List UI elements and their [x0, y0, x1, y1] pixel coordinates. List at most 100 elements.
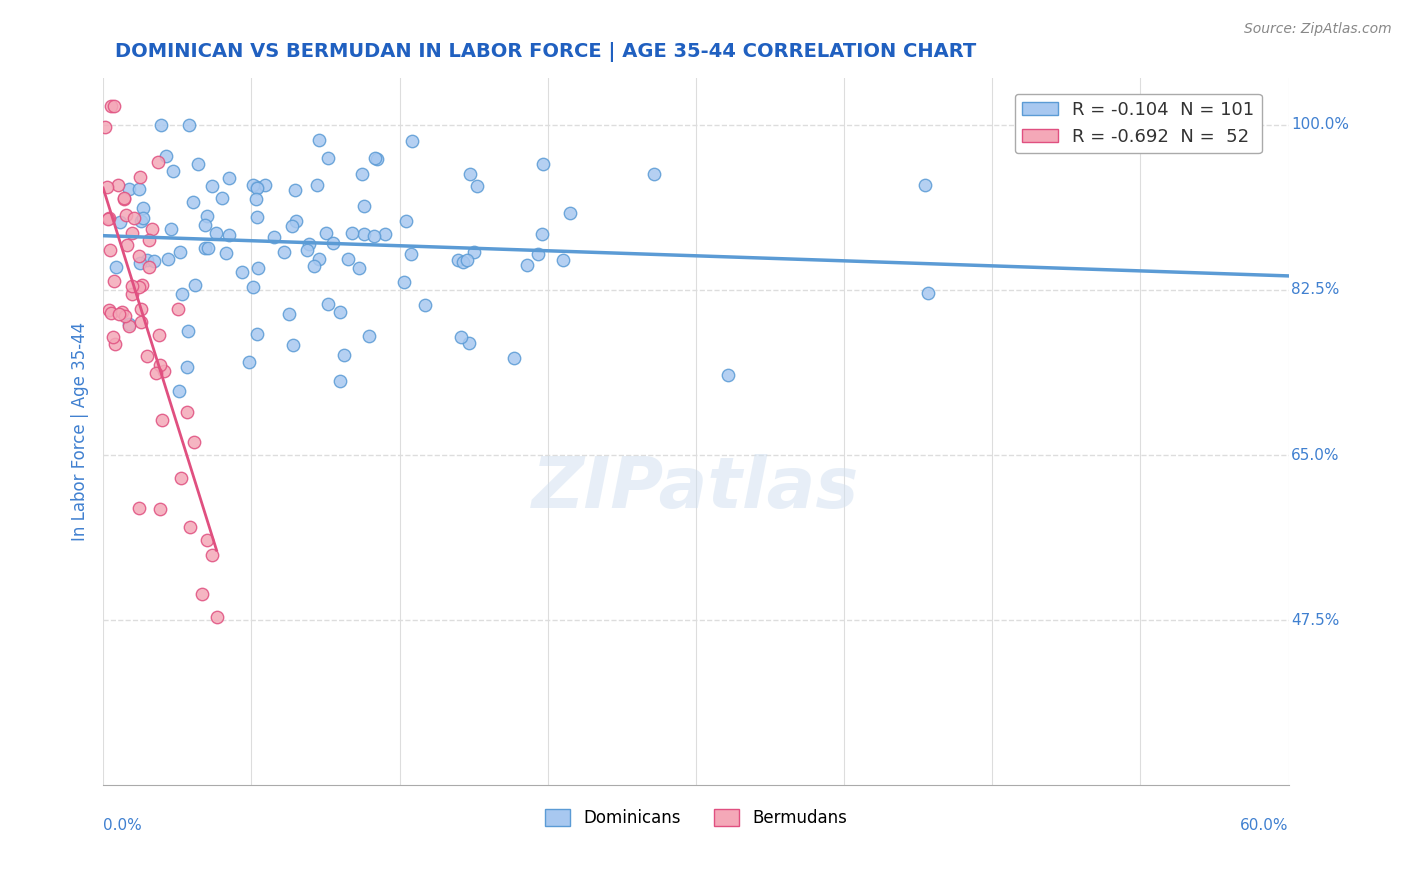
- Point: [100, 306, 122, 320]
- Point: [148, 328, 170, 343]
- Text: 0.0%: 0.0%: [103, 818, 142, 833]
- Point: [551, 252, 574, 267]
- Point: [96, 179, 118, 194]
- Point: [112, 191, 135, 205]
- Point: [463, 245, 485, 260]
- Point: [169, 244, 191, 259]
- Point: [184, 278, 207, 293]
- Point: [177, 324, 200, 338]
- Point: [205, 226, 228, 240]
- Point: [98, 244, 121, 258]
- Point: [283, 337, 305, 351]
- Point: [115, 237, 138, 252]
- Point: [172, 286, 194, 301]
- Point: [111, 304, 134, 318]
- Point: [246, 260, 269, 275]
- Point: [308, 133, 330, 147]
- Point: [112, 192, 135, 206]
- Point: [395, 213, 418, 227]
- Y-axis label: In Labor Force | Age 35-44: In Labor Force | Age 35-44: [72, 322, 89, 541]
- Point: [364, 151, 387, 165]
- Point: [263, 230, 285, 244]
- Point: [333, 348, 356, 362]
- Point: [342, 226, 364, 240]
- Point: [329, 305, 352, 319]
- Point: [103, 274, 125, 288]
- Point: [558, 206, 581, 220]
- Point: [183, 435, 205, 450]
- Point: [218, 228, 240, 243]
- Point: [110, 215, 132, 229]
- Point: [450, 330, 472, 344]
- Point: [179, 520, 201, 534]
- Point: [336, 252, 359, 266]
- Point: [316, 151, 339, 165]
- Point: [246, 180, 269, 194]
- Point: [114, 209, 136, 223]
- Point: [285, 214, 308, 228]
- Text: Source: ZipAtlas.com: Source: ZipAtlas.com: [1244, 22, 1392, 37]
- Point: [121, 286, 143, 301]
- Point: [281, 219, 304, 234]
- Point: [298, 236, 321, 251]
- Point: [117, 181, 139, 195]
- Point: [138, 260, 160, 275]
- Point: [914, 178, 936, 192]
- Point: [516, 258, 538, 272]
- Point: [108, 307, 131, 321]
- Point: [149, 501, 172, 516]
- Point: [238, 355, 260, 369]
- Point: [121, 226, 143, 240]
- Point: [246, 180, 269, 194]
- Point: [273, 245, 295, 260]
- Point: [150, 413, 173, 427]
- Point: [128, 500, 150, 515]
- Point: [502, 351, 524, 365]
- Point: [135, 253, 157, 268]
- Point: [132, 211, 155, 225]
- Point: [176, 404, 198, 418]
- Point: [128, 255, 150, 269]
- Point: [141, 222, 163, 236]
- Point: [129, 214, 152, 228]
- Point: [128, 280, 150, 294]
- Point: [316, 297, 339, 311]
- Point: [363, 229, 385, 244]
- Point: [458, 167, 481, 181]
- Text: 100.0%: 100.0%: [1291, 117, 1348, 132]
- Point: [176, 359, 198, 374]
- Point: [155, 149, 177, 163]
- Legend: Dominicans, Bermudans: Dominicans, Bermudans: [538, 802, 853, 834]
- Point: [413, 298, 436, 312]
- Point: [177, 118, 200, 132]
- Point: [122, 211, 145, 225]
- Point: [195, 209, 218, 223]
- Point: [190, 587, 212, 601]
- Point: [118, 319, 141, 334]
- Point: [329, 374, 352, 388]
- Text: DOMINICAN VS BERMUDAN IN LABOR FORCE | AGE 35-44 CORRELATION CHART: DOMINICAN VS BERMUDAN IN LABOR FORCE | A…: [115, 42, 976, 62]
- Point: [366, 152, 388, 166]
- Point: [201, 179, 224, 194]
- Point: [121, 279, 143, 293]
- Point: [103, 99, 125, 113]
- Point: [531, 157, 554, 171]
- Point: [451, 255, 474, 269]
- Point: [167, 301, 190, 316]
- Point: [167, 384, 190, 399]
- Point: [104, 337, 127, 351]
- Point: [353, 227, 375, 242]
- Point: [97, 303, 120, 318]
- Point: [350, 168, 373, 182]
- Point: [218, 170, 240, 185]
- Point: [181, 194, 204, 209]
- Point: [322, 235, 344, 250]
- Point: [118, 317, 141, 331]
- Point: [305, 178, 328, 193]
- Point: [128, 249, 150, 263]
- Text: 47.5%: 47.5%: [1291, 613, 1340, 628]
- Point: [101, 330, 124, 344]
- Point: [97, 212, 120, 227]
- Point: [215, 246, 238, 260]
- Point: [146, 155, 169, 169]
